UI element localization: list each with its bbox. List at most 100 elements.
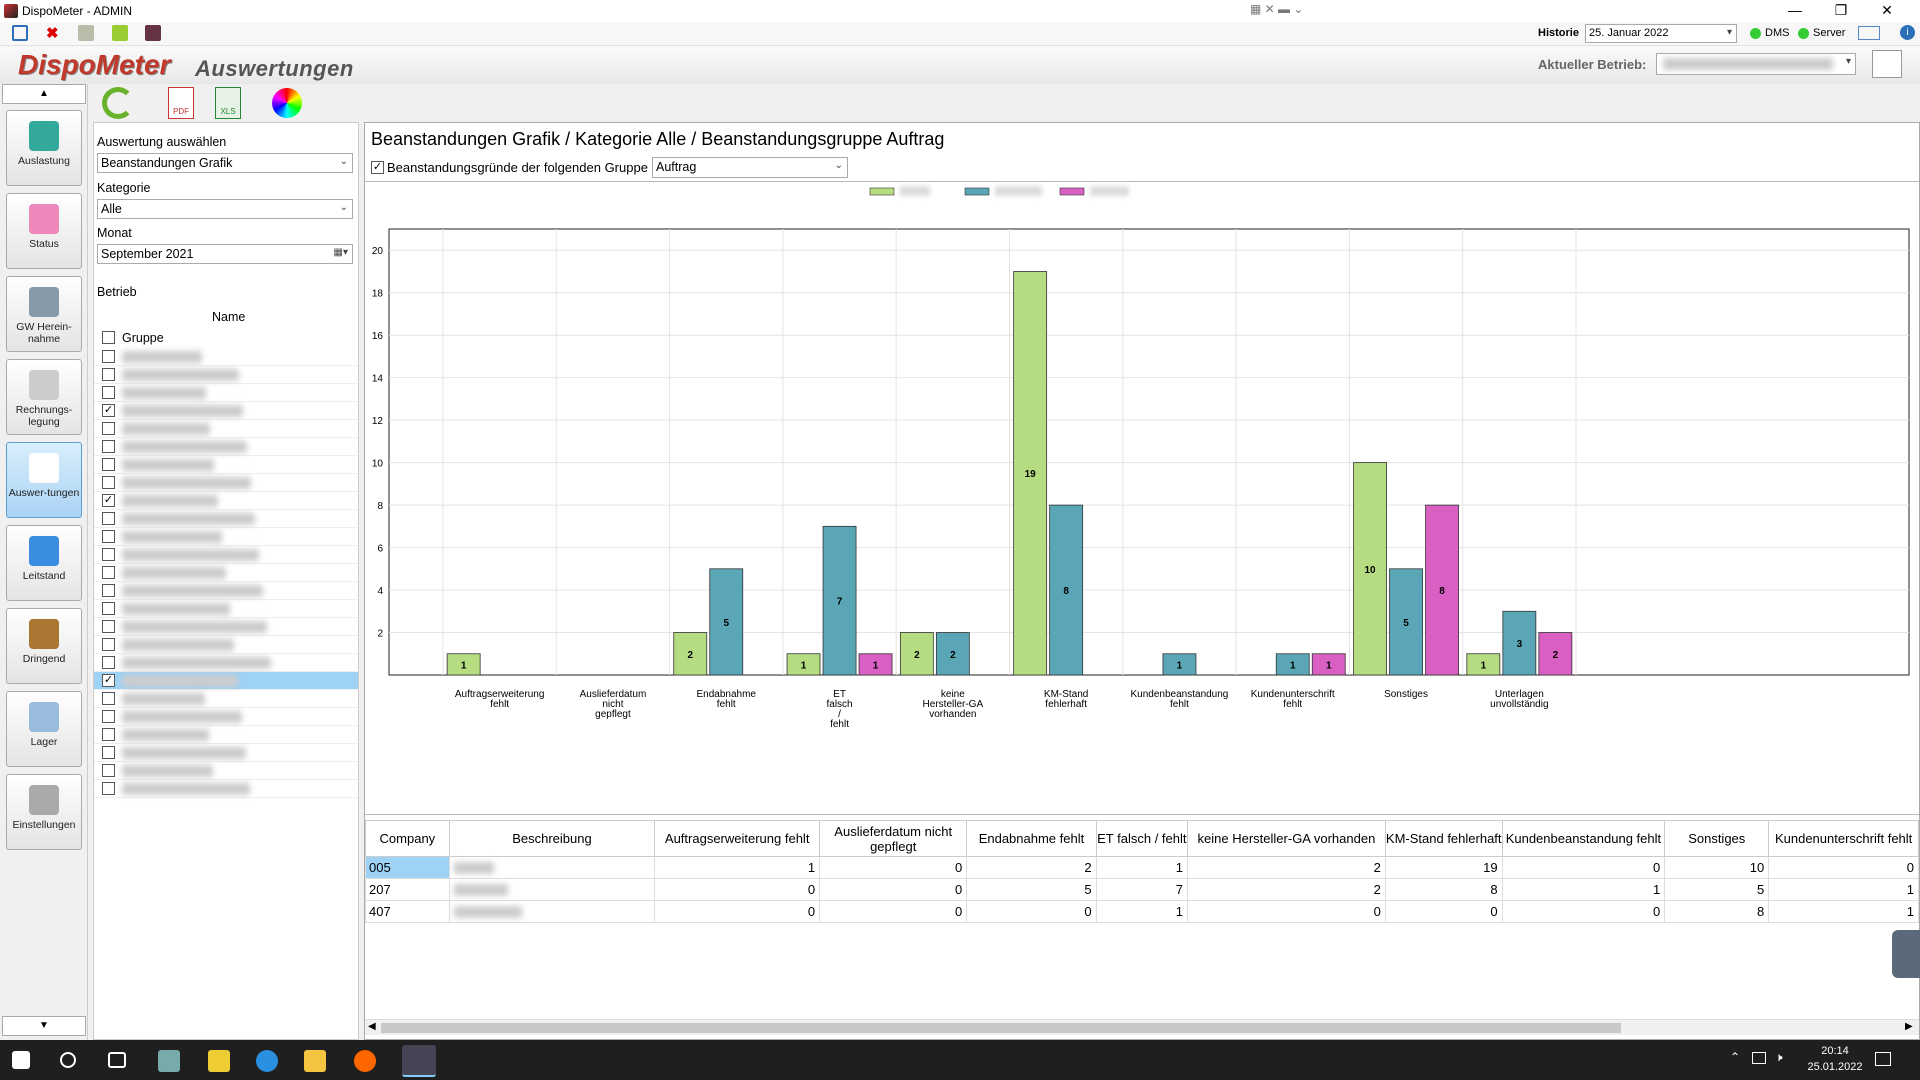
explorer-icon[interactable] <box>304 1050 326 1072</box>
betrieb-checkbox[interactable] <box>102 656 115 669</box>
column-header[interactable]: Endabnahme fehlt <box>966 820 1097 857</box>
column-header[interactable]: Auslieferdatum nicht gepflegt <box>819 820 968 857</box>
nav-button-gear[interactable]: Einstellungen <box>6 774 82 850</box>
company-cell[interactable]: 005 <box>365 856 450 879</box>
value-cell[interactable]: 0 <box>819 900 968 923</box>
maximize-button[interactable]: ❐ <box>1834 2 1848 18</box>
betrieb-row[interactable] <box>94 456 358 474</box>
clock-date[interactable]: 25.01.2022 <box>1807 1061 1863 1073</box>
column-header[interactable]: KM-Stand fehlerhaft <box>1384 820 1503 857</box>
nav-button-alarm[interactable]: Dringend <box>6 608 82 684</box>
company-cell[interactable]: 407 <box>365 900 450 923</box>
betrieb-checkbox[interactable] <box>102 782 115 795</box>
betrieb-row[interactable] <box>94 510 358 528</box>
betrieb-checkbox[interactable] <box>102 458 115 471</box>
calendar-icon[interactable]: ▦▾ <box>333 247 348 258</box>
value-cell[interactable]: 0 <box>1384 900 1503 923</box>
value-cell[interactable]: 1 <box>654 856 821 879</box>
nav-button-monitor[interactable]: Leitstand <box>6 525 82 601</box>
nav-button-calculator[interactable]: Rechnungs-legung <box>6 359 82 435</box>
value-cell[interactable]: 2 <box>1186 878 1386 901</box>
value-cell[interactable]: 1 <box>1501 878 1666 901</box>
pdf-export-icon[interactable]: PDF <box>168 87 194 119</box>
betrieb-checkbox[interactable]: ✓ <box>102 404 115 417</box>
value-cell[interactable]: 0 <box>654 900 821 923</box>
beschreibung-cell[interactable] <box>448 900 656 923</box>
beschreibung-cell[interactable] <box>448 878 656 901</box>
search-icon[interactable] <box>60 1052 76 1068</box>
window-icon[interactable] <box>12 25 28 41</box>
layout-menu-icon[interactable] <box>1858 26 1880 40</box>
betrieb-row[interactable] <box>94 780 358 798</box>
column-header[interactable]: Sonstiges <box>1664 820 1770 857</box>
value-cell[interactable]: 1 <box>1095 856 1188 879</box>
betrieb-row[interactable]: ✓ <box>94 492 358 510</box>
column-header[interactable]: Company <box>365 820 450 857</box>
beschreibung-cell[interactable] <box>448 856 656 879</box>
company-cell[interactable]: 207 <box>365 878 450 901</box>
value-cell[interactable]: 5 <box>966 878 1097 901</box>
value-cell[interactable]: 0 <box>1501 856 1666 879</box>
close-red-icon[interactable]: ✖ <box>46 25 59 42</box>
betrieb-checkbox[interactable] <box>102 512 115 525</box>
clock-time[interactable]: 20:14 <box>1821 1045 1849 1057</box>
scroll-down-button[interactable]: ▼ <box>2 1016 86 1036</box>
betrieb-checkbox[interactable] <box>102 350 115 363</box>
book-icon[interactable] <box>145 25 161 41</box>
value-cell[interactable]: 1 <box>1095 900 1188 923</box>
value-cell[interactable]: 2 <box>1186 856 1386 879</box>
monat-picker[interactable]: September 2021 ▦▾ <box>97 244 353 264</box>
betrieb-row[interactable] <box>94 744 358 762</box>
betrieb-row[interactable] <box>94 348 358 366</box>
refresh-icon[interactable] <box>102 87 134 119</box>
nav-button-folder[interactable]: Status <box>6 193 82 269</box>
volume-icon[interactable]: 🕨 <box>1775 1050 1783 1064</box>
column-header[interactable]: Kundenbeanstandung fehlt <box>1501 820 1666 857</box>
betrieb-row[interactable] <box>94 420 358 438</box>
betrieb-row[interactable] <box>94 618 358 636</box>
column-header[interactable]: ET falsch / fehlt <box>1095 820 1188 857</box>
betrieb-row[interactable] <box>94 384 358 402</box>
value-cell[interactable]: 5 <box>1664 878 1770 901</box>
network-icon[interactable] <box>1752 1052 1766 1064</box>
column-header[interactable]: keine Hersteller-GA vorhanden <box>1186 820 1386 857</box>
value-cell[interactable]: 7 <box>1095 878 1188 901</box>
nav-button-chart[interactable]: Auswer-tungen <box>6 442 82 518</box>
ie-icon[interactable] <box>256 1050 278 1072</box>
betrieb-row[interactable] <box>94 564 358 582</box>
betrieb-checkbox[interactable] <box>102 746 115 759</box>
betrieb-checkbox[interactable]: ✓ <box>102 674 115 687</box>
betrieb-row[interactable] <box>94 636 358 654</box>
value-cell[interactable]: 0 <box>819 856 968 879</box>
table-row[interactable]: 207 0 0 5 7 2 8 1 5 1 <box>365 878 1919 901</box>
betrieb-checkbox[interactable]: ✓ <box>102 494 115 507</box>
column-header[interactable]: Kundenunterschrift fehlt <box>1768 820 1919 857</box>
column-header[interactable]: Beschreibung <box>448 820 656 857</box>
betrieb-row[interactable] <box>94 582 358 600</box>
betrieb-row[interactable] <box>94 708 358 726</box>
table-row[interactable]: 005 1 0 2 1 2 19 0 10 0 <box>365 856 1919 879</box>
betrieb-row[interactable] <box>94 690 358 708</box>
nav-button-car[interactable]: GW Herein-nahme <box>6 276 82 352</box>
betrieb-checkbox[interactable] <box>102 638 115 651</box>
value-cell[interactable]: 10 <box>1664 856 1770 879</box>
column-header[interactable]: Auftragserweiterung fehlt <box>654 820 821 857</box>
betrieb-row[interactable]: ✓ <box>94 402 358 420</box>
start-icon[interactable] <box>12 1051 30 1069</box>
nav-button-cubes[interactable]: Auslastung <box>6 110 82 186</box>
auswertung-select[interactable]: Beanstandungen Grafik ⌄ <box>97 153 353 173</box>
betrieb-checkbox[interactable] <box>102 764 115 777</box>
betrieb-checkbox[interactable] <box>102 728 115 741</box>
file-cabinet-icon[interactable] <box>158 1050 180 1072</box>
info-icon[interactable]: i <box>1900 25 1915 40</box>
betrieb-checkbox[interactable] <box>102 530 115 543</box>
notifications-icon[interactable] <box>1875 1052 1891 1066</box>
betrieb-checkbox[interactable] <box>102 368 115 381</box>
group-filter-checkbox[interactable]: ✓ <box>371 161 384 174</box>
refresh-small-icon[interactable] <box>112 25 128 41</box>
dispometer-taskbar-icon[interactable] <box>402 1045 436 1077</box>
kategorie-select[interactable]: Alle ⌄ <box>97 199 353 219</box>
value-cell[interactable]: 8 <box>1664 900 1770 923</box>
value-cell[interactable]: 0 <box>966 900 1097 923</box>
betrieb-checkbox[interactable] <box>102 422 115 435</box>
